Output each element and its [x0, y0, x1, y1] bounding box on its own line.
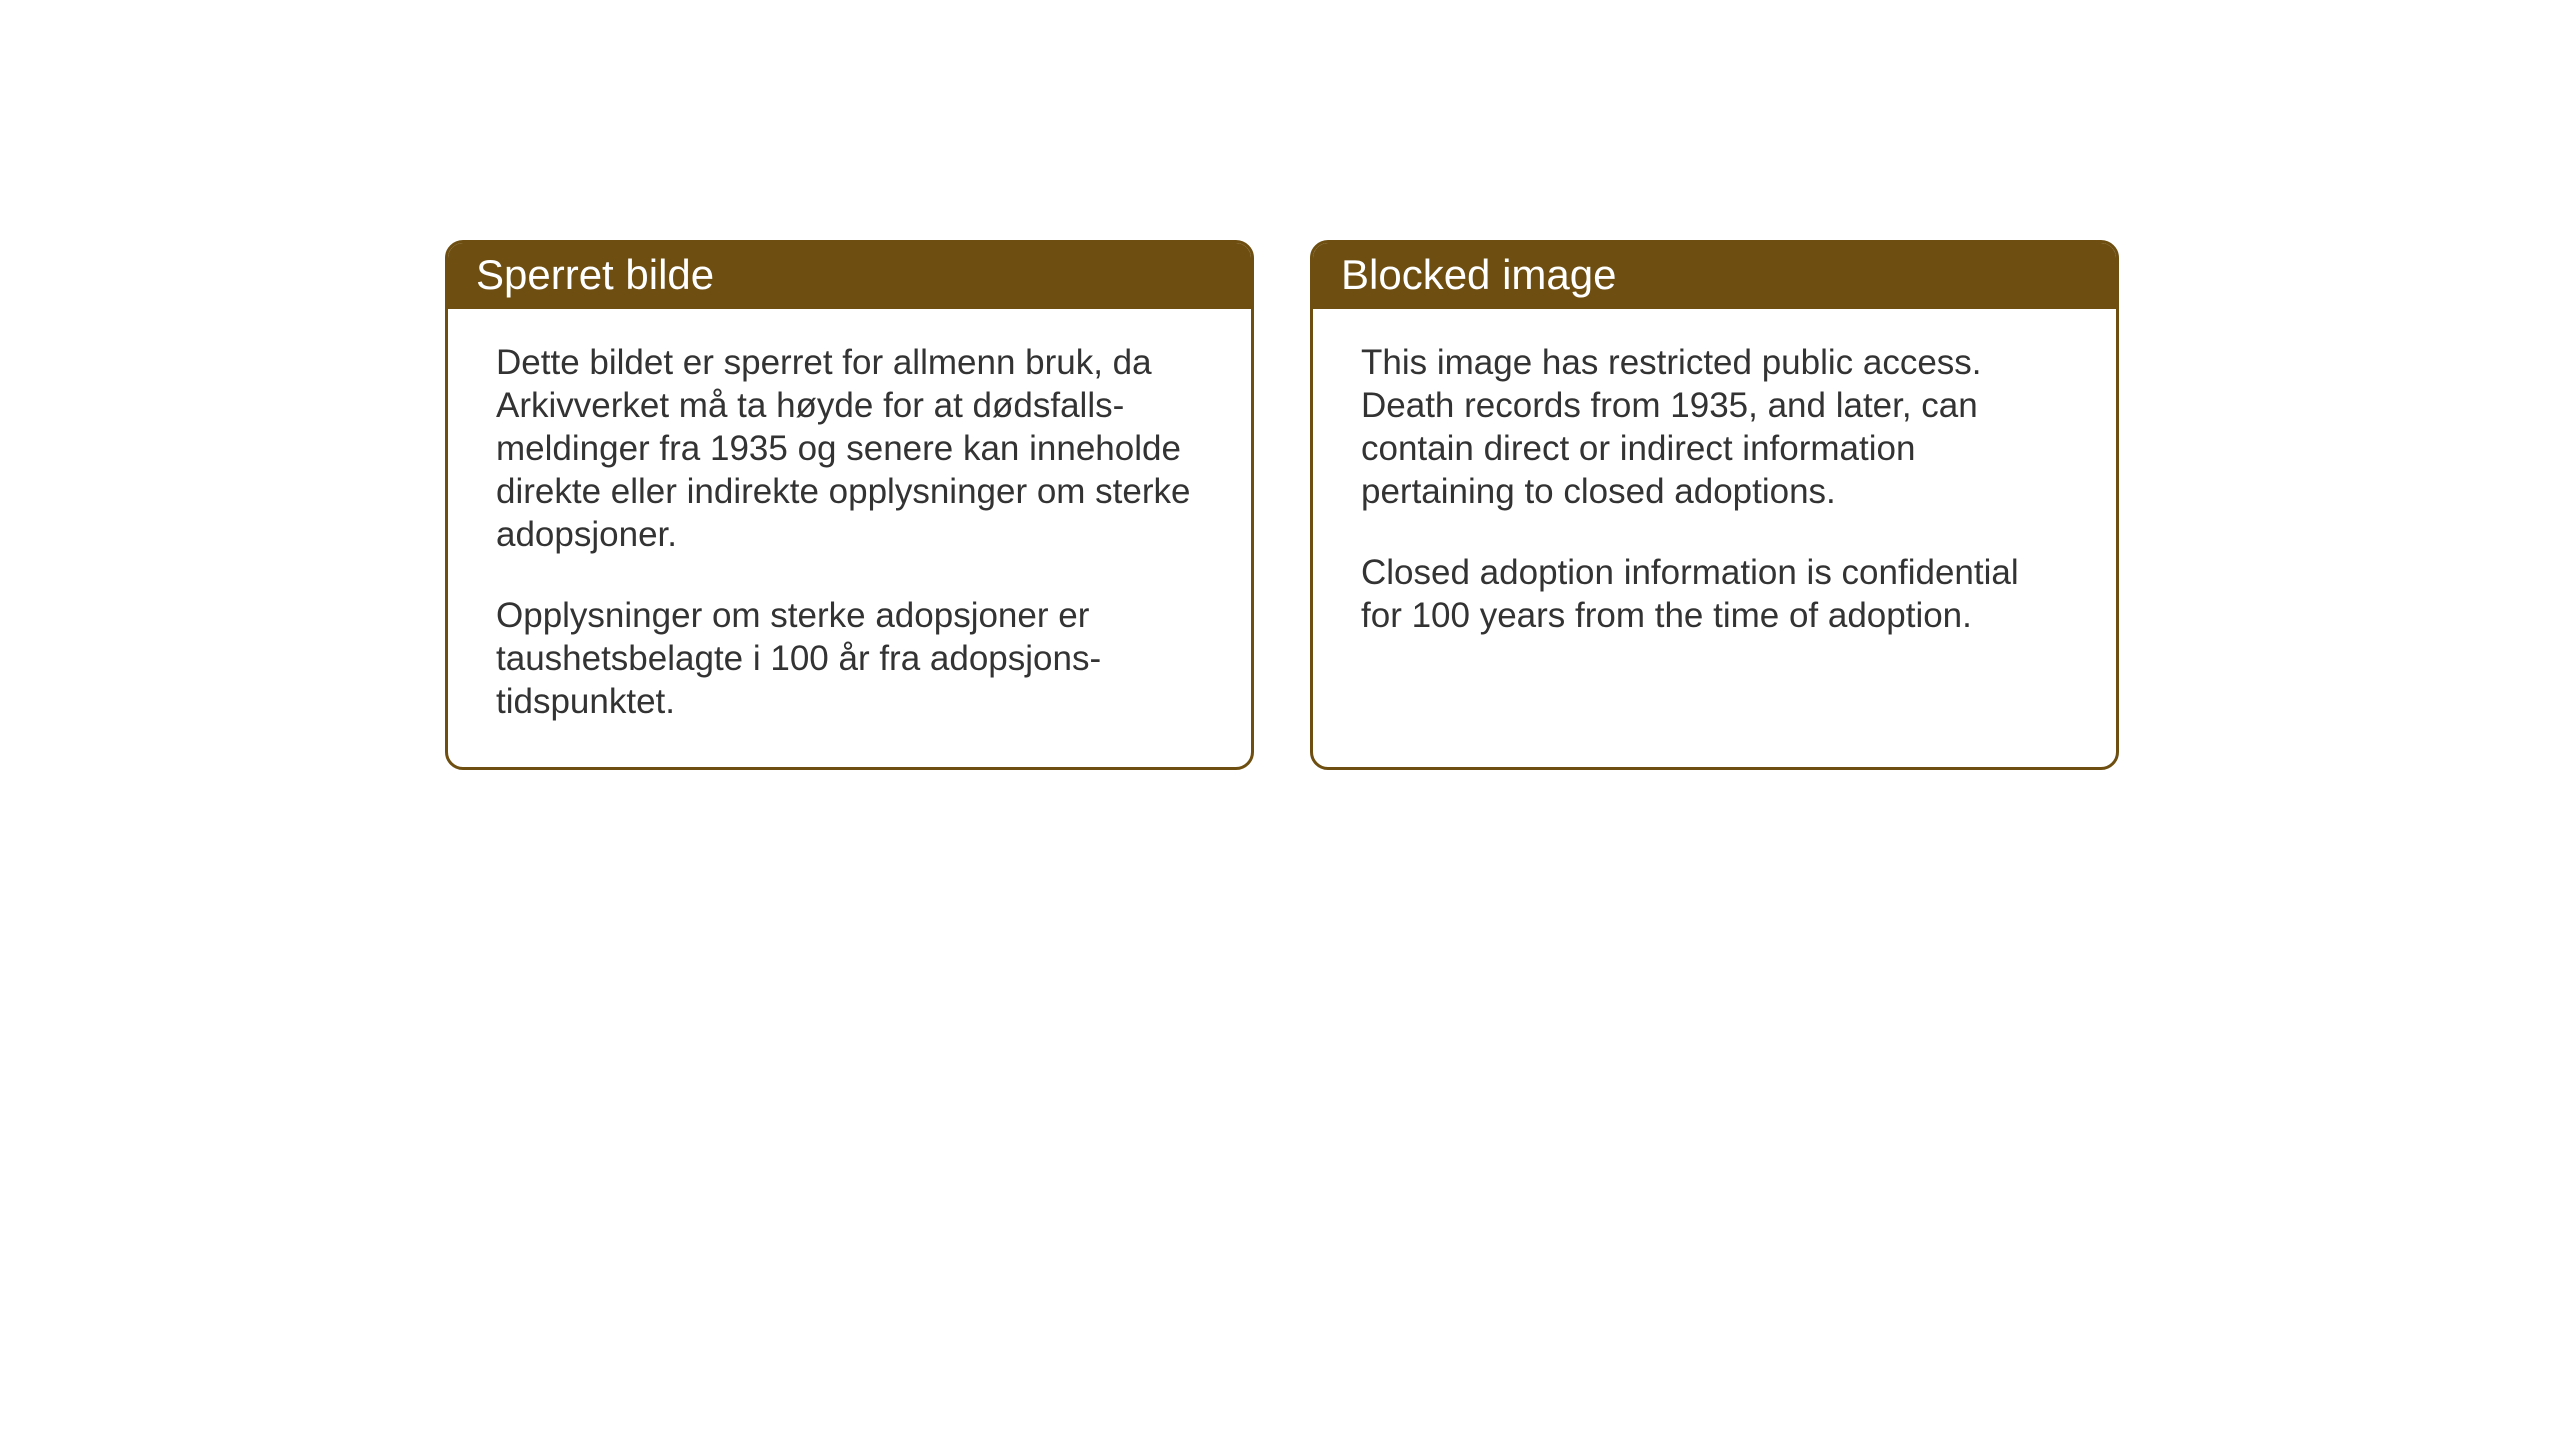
- norwegian-card-body: Dette bildet er sperret for allmenn bruk…: [448, 309, 1251, 767]
- norwegian-paragraph-2: Opplysninger om sterke adopsjoner er tau…: [496, 594, 1203, 723]
- cards-container: Sperret bilde Dette bildet er sperret fo…: [445, 240, 2119, 770]
- norwegian-card-title: Sperret bilde: [476, 251, 714, 298]
- english-paragraph-2: Closed adoption information is confident…: [1361, 551, 2068, 637]
- english-card: Blocked image This image has restricted …: [1310, 240, 2119, 770]
- english-card-title: Blocked image: [1341, 251, 1616, 298]
- norwegian-card-header: Sperret bilde: [448, 243, 1251, 309]
- english-card-header: Blocked image: [1313, 243, 2116, 309]
- norwegian-paragraph-1: Dette bildet er sperret for allmenn bruk…: [496, 341, 1203, 556]
- english-card-body: This image has restricted public access.…: [1313, 309, 2116, 681]
- english-paragraph-1: This image has restricted public access.…: [1361, 341, 2068, 513]
- norwegian-card: Sperret bilde Dette bildet er sperret fo…: [445, 240, 1254, 770]
